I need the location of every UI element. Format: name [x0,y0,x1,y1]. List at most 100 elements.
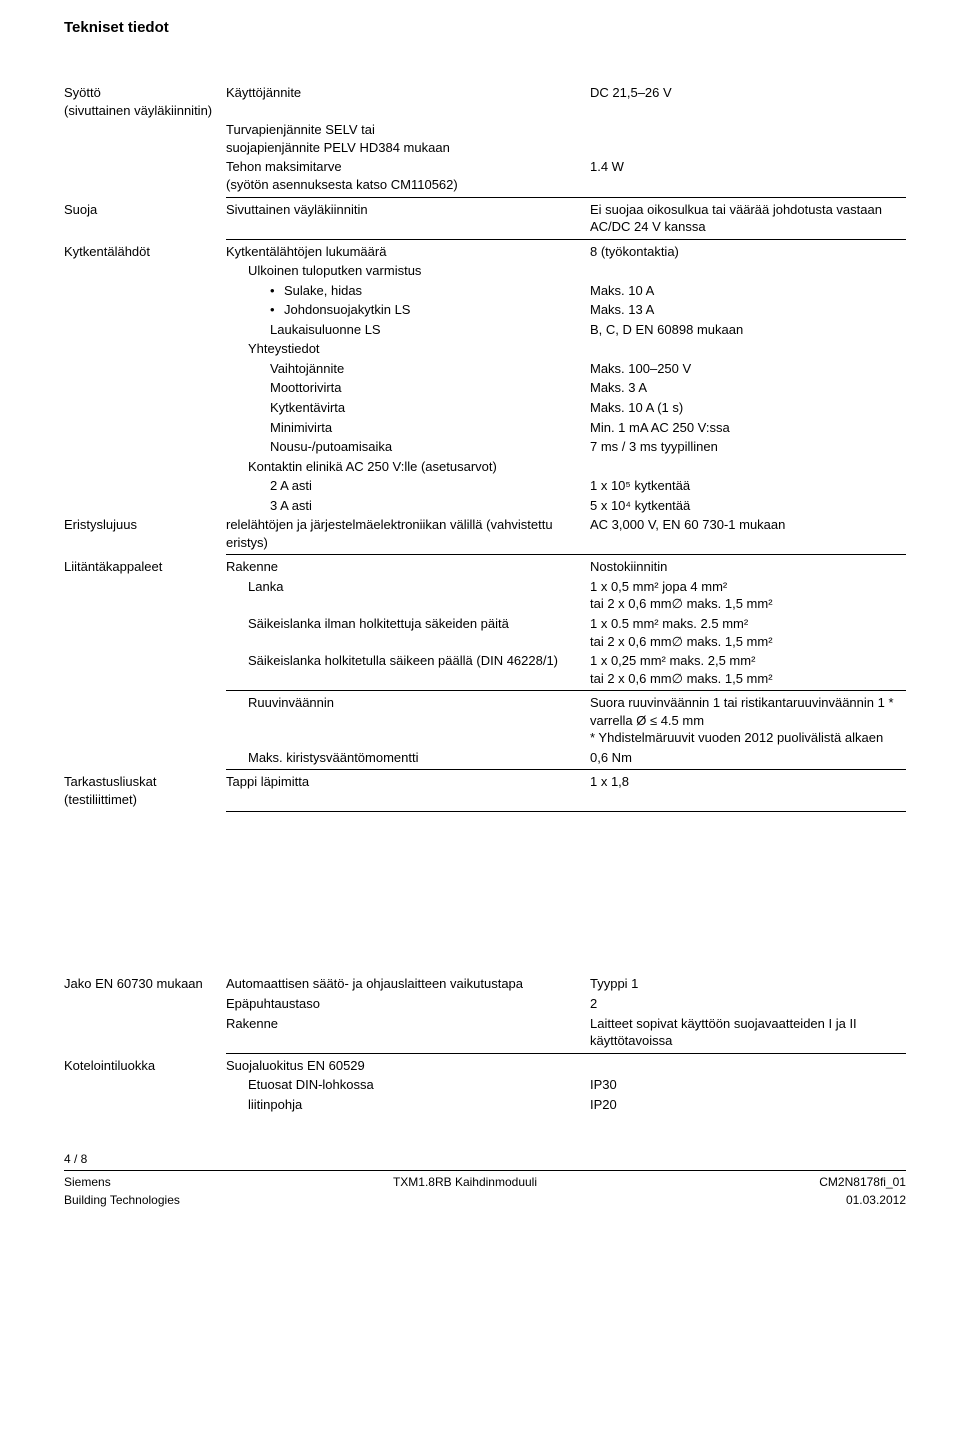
row-label: Jako EN 60730 mukaan [64,975,226,993]
row-mid: Käyttöjännite [226,84,590,102]
row-value: IP30 [590,1076,906,1094]
row-mid: Minimivirta [226,419,590,437]
spec-row: Tarkastusliuskat (testiliittimet)Tappi l… [64,773,906,808]
row-mid: relelähtöjen ja järjestelmäelektroniikan… [226,516,590,551]
section-rule [226,197,906,198]
spec-row: Tehon maksimitarve (syötön asennuksesta … [64,158,906,193]
row-mid: 3 A asti [226,497,590,515]
row-mid: Rakenne [226,558,590,576]
spec-row: Nousu-/putoamisaika7 ms / 3 ms tyypillin… [64,438,906,456]
row-mid: Säikeislanka holkitetulla säikeen päällä… [226,652,590,670]
section-rule [226,239,906,240]
page-title: Tekniset tiedot [64,18,906,38]
row-value: Maks. 13 A [590,301,906,319]
spec-row: MoottorivirtaMaks. 3 A [64,379,906,397]
row-label: Kotelointiluokka [64,1057,226,1075]
row-mid: 2 A asti [226,477,590,495]
row-label: Kytkentälähdöt [64,243,226,261]
row-mid: Etuosat DIN-lohkossa [226,1076,590,1094]
row-label: Eristyslujuus [64,516,226,534]
spec-row: KytkentävirtaMaks. 10 A (1 s) [64,399,906,417]
spec-sections-2: Jako EN 60730 mukaanAutomaattisen säätö-… [64,975,906,1113]
spec-row: RuuvinväänninSuora ruuvinväännin 1 tai r… [64,694,906,747]
spec-row: Epäpuhtaustaso2 [64,995,906,1013]
spec-row: Johdonsuojakytkin LSMaks. 13 A [64,301,906,319]
row-mid: Automaattisen säätö- ja ohjauslaitteen v… [226,975,590,993]
spec-row: Turvapienjännite SELV tai suojapienjänni… [64,121,906,156]
spec-row: Lanka1 x 0,5 mm² jopa 4 mm² tai 2 x 0,6 … [64,578,906,613]
footer-right-2: 01.03.2012 [846,1193,906,1207]
footer-left-2: Building Technologies [64,1193,180,1207]
row-value: Ei suojaa oikosulkua tai väärää johdotus… [590,201,906,236]
row-label: Tarkastusliuskat (testiliittimet) [64,773,226,808]
row-mid: Kontaktin elinikä AC 250 V:lle (asetusar… [226,458,590,476]
spec-row: Jako EN 60730 mukaanAutomaattisen säätö-… [64,975,906,993]
row-mid: Nousu-/putoamisaika [226,438,590,456]
spec-row: Ulkoinen tuloputken varmistus [64,262,906,280]
footer-right-1: CM2N8178fi_01 [819,1175,906,1189]
spec-row: Syöttö (sivuttainen väyläkiinnitin)Käytt… [64,84,906,119]
row-mid: Laukaisuluonne LS [226,321,590,339]
spec-row: Eristyslujuusrelelähtöjen ja järjestelmä… [64,516,906,551]
row-value: Maks. 10 A (1 s) [590,399,906,417]
footer-rule [64,1170,906,1171]
row-mid: Sivuttainen väyläkiinnitin [226,201,590,219]
row-mid: Kytkentävirta [226,399,590,417]
row-value: 1 x 0,5 mm² jopa 4 mm² tai 2 x 0,6 mm∅ m… [590,578,906,613]
section-rule [226,1053,906,1054]
row-mid: liitinpohja [226,1096,590,1114]
row-mid: Maks. kiristysvääntömomentti [226,749,590,767]
section-rule [226,690,906,691]
spec-row: KytkentälähdötKytkentälähtöjen lukumäärä… [64,243,906,261]
row-value: Maks. 10 A [590,282,906,300]
spec-row: RakenneLaitteet sopivat käyttöön suojava… [64,1015,906,1050]
row-mid: Epäpuhtaustaso [226,995,590,1013]
row-value: IP20 [590,1096,906,1114]
row-label: Suoja [64,201,226,219]
spec-row: liitinpohjaIP20 [64,1096,906,1114]
row-mid: Kytkentälähtöjen lukumäärä [226,243,590,261]
page: Tekniset tiedot Syöttö (sivuttainen väyl… [0,0,960,1237]
row-value: Tyyppi 1 [590,975,906,993]
row-mid: Sulake, hidas [226,282,590,300]
row-value: 1.4 W [590,158,906,176]
row-value: Suora ruuvinväännin 1 tai ristikantaruuv… [590,694,906,747]
spec-row: MinimivirtaMin. 1 mA AC 250 V:ssa [64,419,906,437]
section-rule [226,811,906,812]
row-mid: Turvapienjännite SELV tai suojapienjänni… [226,121,590,156]
spec-row: Sulake, hidasMaks. 10 A [64,282,906,300]
footer-row-2: Building Technologies 01.03.2012 [64,1193,906,1207]
spec-row: VaihtojänniteMaks. 100–250 V [64,360,906,378]
spec-row: LiitäntäkappaleetRakenneNostokiinnitin [64,558,906,576]
row-mid: Ruuvinväännin [226,694,590,712]
row-value: Maks. 3 A [590,379,906,397]
row-mid: Moottorivirta [226,379,590,397]
row-value: 8 (työkontaktia) [590,243,906,261]
row-value: Nostokiinnitin [590,558,906,576]
spec-row: Kontaktin elinikä AC 250 V:lle (asetusar… [64,458,906,476]
spec-row: KotelointiluokkaSuojaluokitus EN 60529 [64,1057,906,1075]
spec-row: Säikeislanka holkitetulla säikeen päällä… [64,652,906,687]
spec-sections: Syöttö (sivuttainen väyläkiinnitin)Käytt… [64,84,906,812]
row-value: Min. 1 mA AC 250 V:ssa [590,419,906,437]
row-mid: Tehon maksimitarve (syötön asennuksesta … [226,158,590,193]
row-value: Maks. 100–250 V [590,360,906,378]
section-rule [226,554,906,555]
footer-left-1: Siemens [64,1175,111,1189]
row-value: Laitteet sopivat käyttöön suojavaatteide… [590,1015,906,1050]
footer-center-1: TXM1.8RB Kaihdinmoduuli [393,1175,537,1189]
row-value: DC 21,5–26 V [590,84,906,102]
row-value: 1 x 0,25 mm² maks. 2,5 mm² tai 2 x 0,6 m… [590,652,906,687]
spec-row: 2 A asti1 x 10⁵ kytkentää [64,477,906,495]
section-rule [226,769,906,770]
spec-row: Laukaisuluonne LSB, C, D EN 60898 mukaan [64,321,906,339]
row-mid: Ulkoinen tuloputken varmistus [226,262,590,280]
row-label: Syöttö (sivuttainen väyläkiinnitin) [64,84,226,119]
row-label: Liitäntäkappaleet [64,558,226,576]
row-value: 1 x 1,8 [590,773,906,791]
footer-row-1: Siemens TXM1.8RB Kaihdinmoduuli CM2N8178… [64,1175,906,1189]
row-mid: Lanka [226,578,590,596]
spec-row: Säikeislanka ilman holkitettuja säkeiden… [64,615,906,650]
spec-row: Etuosat DIN-lohkossaIP30 [64,1076,906,1094]
row-value: 7 ms / 3 ms tyypillinen [590,438,906,456]
